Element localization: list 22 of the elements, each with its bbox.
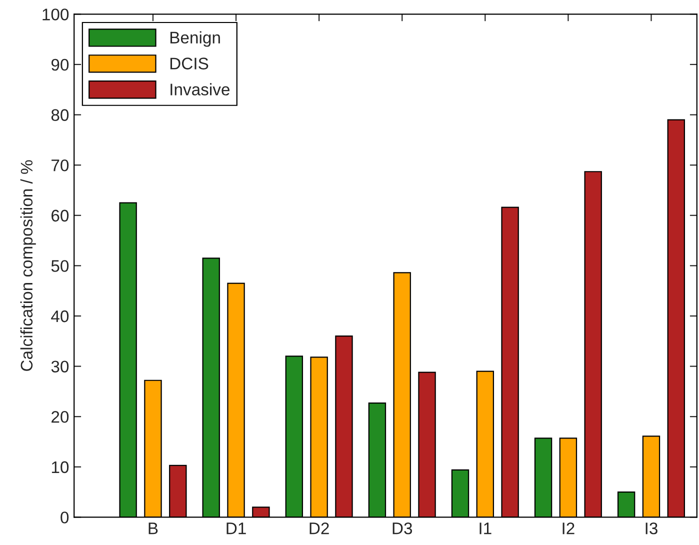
legend-label: DCIS	[170, 58, 208, 70]
y-tick-label: 10	[52, 461, 69, 474]
legend-label: Benign	[170, 31, 220, 47]
x-tick-label: I3	[646, 522, 658, 534]
y-tick-label: 30	[51, 360, 69, 372]
y-tick-label: 100	[42, 8, 69, 20]
y-tick-label: 80	[51, 109, 69, 121]
x-tick-label: I1	[480, 522, 492, 534]
x-tick-label: D3	[392, 522, 412, 534]
y-tick-label: 90	[51, 58, 69, 71]
y-tick-label: 0	[60, 512, 69, 524]
y-tick-label: 60	[52, 210, 69, 222]
y-tick-label: 40	[51, 310, 69, 322]
y-tick-label: 70	[52, 159, 69, 172]
x-tick-label: B	[148, 522, 158, 534]
y-tick-label: 50	[51, 260, 69, 272]
legend-label: Invasive	[170, 83, 230, 96]
x-tick-label: I2	[562, 522, 574, 534]
y-axis-title: Calcification composition / %	[20, 160, 36, 371]
x-tick-label: D1	[226, 522, 246, 534]
y-tick-label: 20	[52, 411, 69, 423]
x-tick-label: D2	[310, 522, 329, 534]
